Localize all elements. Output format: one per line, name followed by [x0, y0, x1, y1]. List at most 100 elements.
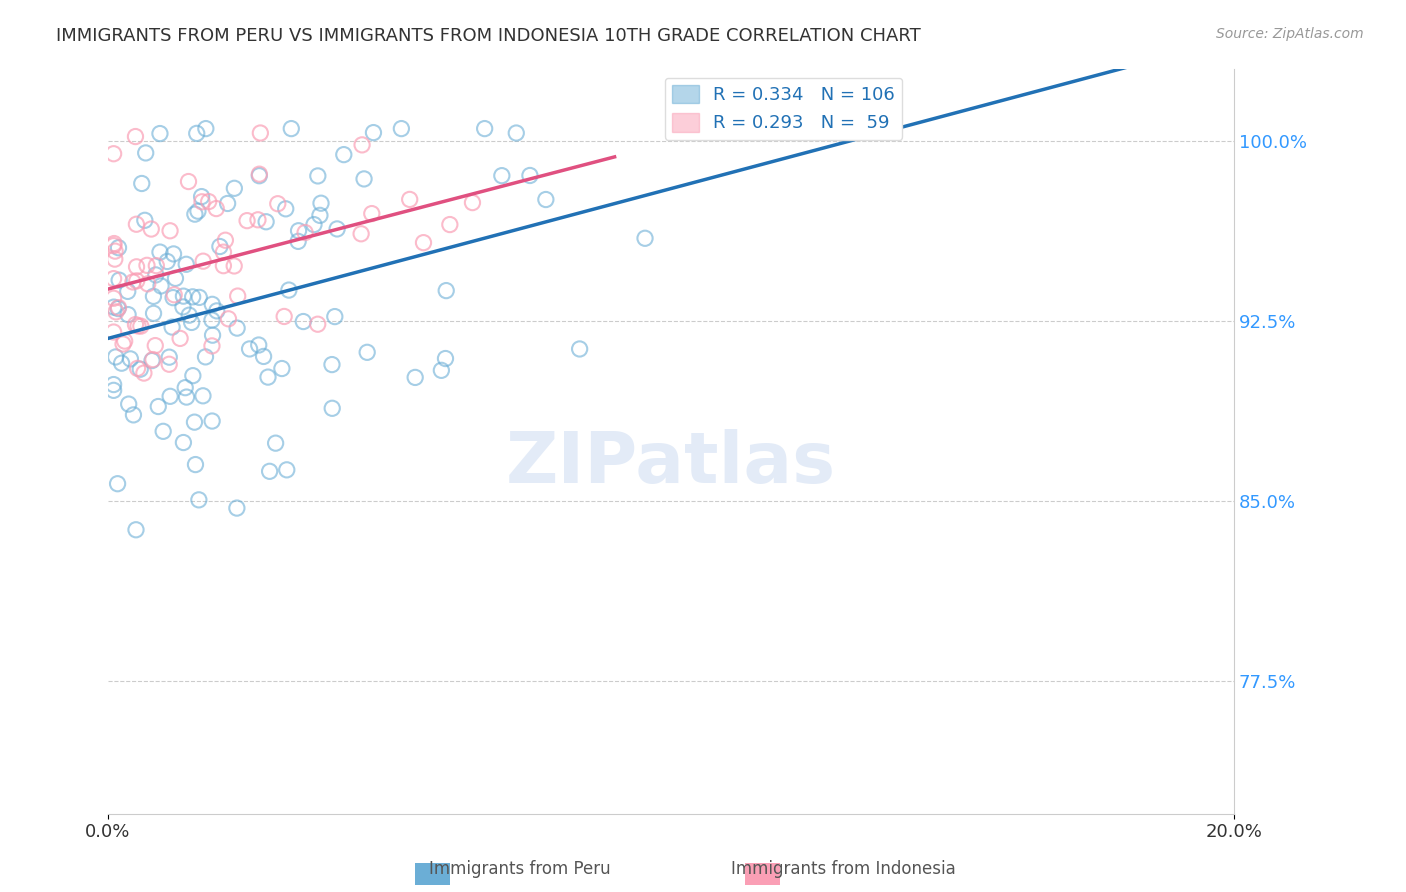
Immigrants from Peru	[108, 273, 131, 287]
Immigrants from Peru	[280, 121, 302, 136]
Immigrants from Peru	[184, 458, 207, 472]
Immigrants from Peru	[194, 121, 217, 136]
Immigrants from Peru	[152, 425, 174, 439]
Immigrants from Indonesia	[145, 259, 167, 273]
Immigrants from Peru	[160, 320, 183, 334]
Immigrants from Peru	[309, 208, 332, 222]
Immigrants from Indonesia	[142, 352, 165, 367]
Text: IMMIGRANTS FROM PERU VS IMMIGRANTS FROM INDONESIA 10TH GRADE CORRELATION CHART: IMMIGRANTS FROM PERU VS IMMIGRANTS FROM …	[56, 27, 921, 45]
Immigrants from Peru	[277, 283, 299, 297]
Immigrants from Peru	[117, 308, 139, 322]
Immigrants from Indonesia	[350, 227, 373, 241]
Immigrants from Peru	[148, 400, 170, 414]
Immigrants from Peru	[326, 222, 349, 236]
Immigrants from Peru	[142, 306, 165, 320]
Immigrants from Peru	[205, 304, 228, 318]
Immigrants from Indonesia	[169, 331, 191, 345]
Immigrants from Peru	[180, 315, 202, 329]
Immigrants from Peru	[191, 389, 214, 403]
Immigrants from Indonesia	[112, 337, 135, 351]
Immigrants from Peru	[323, 310, 346, 324]
Immigrants from Indonesia	[461, 195, 484, 210]
Immigrants from Peru	[181, 290, 204, 304]
Immigrants from Indonesia	[352, 137, 374, 152]
Legend: R = 0.334   N = 106, R = 0.293   N =  59: R = 0.334 N = 106, R = 0.293 N = 59	[665, 78, 903, 140]
Immigrants from Peru	[353, 172, 375, 186]
Immigrants from Peru	[356, 345, 378, 359]
Immigrants from Indonesia	[236, 213, 259, 227]
Immigrants from Peru	[302, 218, 325, 232]
Immigrants from Peru	[134, 213, 156, 227]
Immigrants from Indonesia	[124, 129, 146, 144]
Immigrants from Peru	[157, 350, 180, 364]
Immigrants from Peru	[226, 321, 249, 335]
Immigrants from Peru	[172, 300, 194, 314]
Immigrants from Indonesia	[127, 361, 149, 376]
Immigrants from Peru	[534, 193, 557, 207]
Immigrants from Indonesia	[125, 260, 148, 274]
Immigrants from Indonesia	[136, 277, 159, 291]
Immigrants from Indonesia	[412, 235, 434, 250]
Immigrants from Peru	[186, 127, 208, 141]
Immigrants from Peru	[184, 207, 207, 221]
Immigrants from Indonesia	[141, 222, 163, 236]
Immigrants from Peru	[276, 463, 298, 477]
Immigrants from Peru	[172, 435, 194, 450]
Immigrants from Peru	[190, 189, 212, 203]
Immigrants from Peru	[120, 351, 142, 366]
Immigrants from Indonesia	[398, 193, 420, 207]
Immigrants from Indonesia	[122, 275, 145, 289]
Immigrants from Peru	[107, 241, 129, 255]
Immigrants from Peru	[187, 204, 209, 219]
Immigrants from Indonesia	[125, 274, 148, 288]
Immigrants from Peru	[247, 169, 270, 183]
Immigrants from Peru	[107, 301, 129, 316]
Immigrants from Peru	[110, 356, 132, 370]
Immigrants from Indonesia	[217, 311, 239, 326]
Immigrants from Indonesia	[273, 310, 295, 324]
Immigrants from Peru	[103, 377, 125, 392]
Immigrants from Peru	[491, 169, 513, 183]
Immigrants from Peru	[201, 313, 224, 327]
Immigrants from Peru	[389, 121, 412, 136]
Immigrants from Indonesia	[114, 334, 136, 348]
Immigrants from Indonesia	[177, 175, 200, 189]
Immigrants from Indonesia	[104, 244, 127, 259]
Immigrants from Peru	[309, 196, 332, 211]
Immigrants from Peru	[104, 350, 127, 364]
Immigrants from Peru	[183, 415, 205, 429]
Immigrants from Indonesia	[136, 258, 159, 272]
Immigrants from Peru	[434, 351, 457, 366]
Immigrants from Indonesia	[360, 206, 382, 220]
Immigrants from Indonesia	[246, 212, 269, 227]
Immigrants from Peru	[404, 370, 426, 384]
Immigrants from Peru	[103, 300, 125, 314]
Immigrants from Indonesia	[307, 317, 329, 331]
Immigrants from Peru	[141, 353, 163, 368]
Immigrants from Indonesia	[163, 287, 186, 301]
Immigrants from Peru	[247, 338, 270, 352]
Text: Source: ZipAtlas.com: Source: ZipAtlas.com	[1216, 27, 1364, 41]
Immigrants from Indonesia	[205, 202, 228, 216]
Immigrants from Indonesia	[201, 339, 224, 353]
Immigrants from Peru	[172, 289, 194, 303]
Immigrants from Indonesia	[439, 218, 461, 232]
Immigrants from Indonesia	[191, 194, 214, 209]
Immigrants from Peru	[321, 358, 343, 372]
Immigrants from Peru	[217, 196, 239, 211]
Immigrants from Indonesia	[127, 318, 149, 333]
Immigrants from Peru	[430, 363, 453, 377]
Immigrants from Peru	[307, 169, 329, 183]
Immigrants from Peru	[179, 308, 201, 322]
Immigrants from Indonesia	[103, 236, 125, 251]
Immigrants from Peru	[505, 126, 527, 140]
Immigrants from Indonesia	[226, 289, 249, 303]
Immigrants from Peru	[125, 523, 148, 537]
Immigrants from Indonesia	[125, 217, 148, 231]
Immigrants from Peru	[176, 390, 198, 404]
Text: Immigrants from Peru: Immigrants from Peru	[429, 860, 612, 878]
Immigrants from Indonesia	[143, 338, 166, 352]
Immigrants from Indonesia	[104, 305, 127, 319]
Immigrants from Peru	[142, 289, 165, 303]
Immigrants from Peru	[150, 279, 173, 293]
